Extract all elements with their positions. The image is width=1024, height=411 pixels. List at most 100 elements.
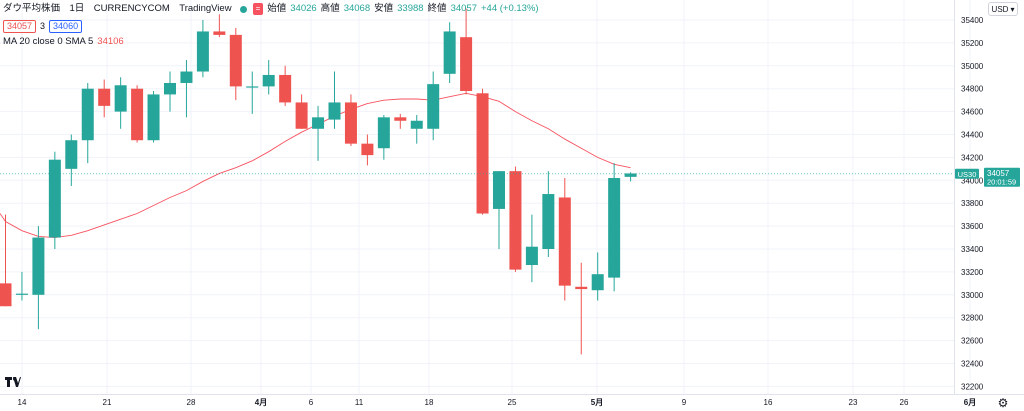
high-label: 高値: [320, 3, 340, 14]
close-label: 終値: [427, 3, 447, 14]
x-tick-label: 5月: [591, 398, 603, 407]
candle: [81, 82, 94, 164]
candle-body: [410, 120, 423, 129]
close-value: 34057: [450, 3, 477, 14]
candle-body: [131, 88, 144, 141]
candle: [0, 214, 12, 307]
candle: [164, 71, 176, 112]
x-tick-label: 25: [508, 398, 517, 407]
candle-body: [32, 237, 45, 295]
gear-icon[interactable]: ⚙: [997, 396, 1009, 410]
ma-indicator-row[interactable]: MA 20 close 0 SMA 5 34106: [3, 35, 539, 49]
candle: [328, 71, 341, 129]
buy-price-button[interactable]: 34060: [49, 19, 83, 33]
candle-body: [509, 171, 522, 270]
candle-body: [312, 117, 325, 129]
candle-body: [98, 88, 111, 106]
candle: [377, 115, 390, 160]
candle: [410, 115, 423, 144]
currency-select[interactable]: USD ▾: [988, 2, 1018, 16]
y-tick-label: 33000: [961, 291, 984, 300]
ma-indicator-value: 34106: [97, 36, 124, 47]
candle-body: [279, 74, 292, 103]
market-status-badge: =: [252, 3, 264, 15]
candle: [246, 71, 259, 114]
candle-body: [377, 117, 390, 149]
y-tick-label: 35400: [961, 16, 984, 25]
price-axis[interactable]: 32200 32400 32600 32800 33000 33200 33400 33600…: [961, 16, 984, 391]
candle: [591, 252, 604, 301]
candle: [361, 134, 374, 166]
y-tick-label: 34800: [961, 85, 984, 94]
y-tick-label: 34400: [961, 131, 984, 140]
y-tick-label: 35200: [961, 39, 984, 48]
x-tick-label: 14: [18, 398, 27, 407]
low-value: 33988: [397, 3, 424, 14]
tradingview-logo-icon[interactable]: [5, 377, 21, 387]
price-tag-value: 34057: [987, 169, 1010, 178]
candle-body: [460, 37, 473, 91]
candle-body: [48, 159, 61, 238]
candle: [279, 65, 292, 106]
x-tick-label: 9: [682, 398, 687, 407]
candle: [476, 88, 489, 215]
candle: [114, 77, 127, 129]
candle-body: [344, 102, 357, 144]
time-axis[interactable]: 14 21 28 4月 6 11 18 25 5月 9 16 23 26 6月: [18, 398, 977, 407]
legend-title-row: ダウ平均株価 1日 CURRENCYCOM TradingView = 始値 34…: [3, 2, 539, 16]
candle: [213, 14, 226, 38]
candle-body: [114, 85, 127, 112]
sell-price-button[interactable]: 34057: [3, 19, 37, 33]
candle: [493, 171, 505, 249]
candle: [542, 171, 555, 258]
spread-value: 3: [40, 21, 46, 31]
candle: [509, 166, 522, 272]
y-tick-label: 32400: [961, 360, 984, 369]
symbol-tag-box: [955, 168, 979, 179]
candle-body: [427, 84, 440, 129]
x-tick-label: 28: [187, 398, 196, 407]
candle: [65, 134, 78, 187]
y-tick-label: 32200: [961, 382, 984, 391]
open-value: 34026: [290, 3, 317, 14]
low-label: 安値: [374, 3, 394, 14]
candle-body: [164, 82, 176, 95]
x-tick-label: 4月: [255, 398, 267, 407]
symbol-title[interactable]: ダウ平均株価 1日 CURRENCYCOM TradingView: [3, 3, 232, 14]
candle-body: [81, 88, 94, 141]
candle: [558, 178, 571, 301]
y-tick-label: 35000: [961, 62, 984, 71]
y-tick-label: 33800: [961, 199, 984, 208]
bid-ask-row: 34057 3 34060: [3, 19, 539, 33]
candle-body: [246, 86, 259, 88]
y-tick-label: 34600: [961, 108, 984, 117]
candle-body: [0, 283, 12, 307]
chart-legend: ダウ平均株価 1日 CURRENCYCOM TradingView = 始値 34…: [3, 2, 539, 49]
candle: [262, 60, 275, 95]
candle-body: [196, 31, 209, 72]
candle: [608, 163, 621, 292]
x-tick-label: 26: [900, 398, 909, 407]
x-tick-label: 23: [849, 398, 858, 407]
candle: [344, 94, 357, 146]
candle-body: [608, 178, 621, 278]
change-value: +44 (+0.13%): [480, 3, 539, 14]
x-tick-label: 16: [764, 398, 773, 407]
candle-body: [213, 31, 226, 35]
candle: [443, 22, 456, 83]
chevron-down-icon: ▾: [1010, 4, 1015, 14]
candle: [98, 79, 111, 118]
candle-body: [15, 293, 28, 295]
price-tag-countdown: 20:01:59: [987, 177, 1016, 186]
candle-body: [229, 34, 242, 87]
candle-body: [180, 71, 193, 83]
candle: [147, 90, 160, 143]
candle-body: [147, 94, 160, 141]
high-value: 34068: [343, 3, 371, 14]
ma-indicator-label: MA 20 close 0 SMA 5: [3, 36, 94, 47]
y-tick-label: 32600: [961, 337, 984, 346]
ma-line: [0, 92, 631, 239]
